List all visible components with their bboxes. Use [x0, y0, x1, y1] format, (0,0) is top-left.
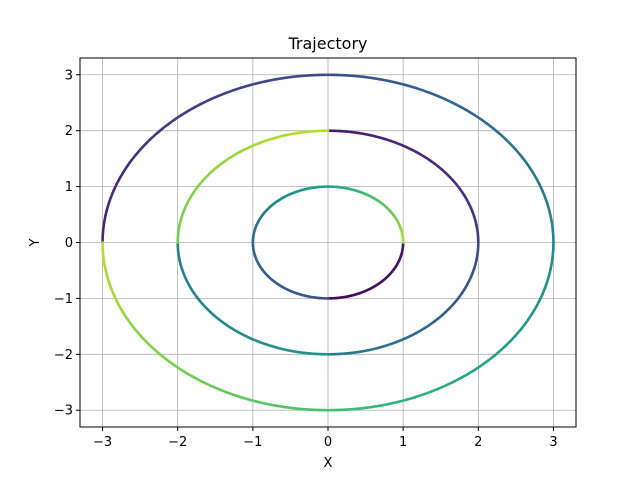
trajectory-segment — [354, 408, 363, 409]
trajectory-segment — [346, 75, 355, 76]
trajectory-segment — [284, 407, 293, 408]
grid — [80, 58, 576, 427]
trajectory-segment — [258, 81, 266, 83]
trajectory-segment — [389, 402, 397, 404]
trajectory-segment — [381, 79, 390, 81]
x-tick-label: 0 — [324, 435, 332, 450]
trajectory-segment — [275, 78, 284, 79]
y-axis-label: Y — [28, 238, 43, 247]
axis-ticks: −3 −2 −1 0 1 2 3 −3 −2 −1 0 1 2 3 — [54, 68, 558, 450]
trajectory-segment — [275, 406, 284, 407]
y-tick-label: 1 — [65, 180, 73, 195]
x-tick-label: −1 — [243, 435, 262, 450]
trajectory-segment — [346, 409, 355, 410]
y-tick-label: 3 — [65, 68, 73, 83]
trajectory-segment — [284, 77, 293, 78]
y-tick-label: 0 — [65, 236, 73, 251]
trajectory-segment — [354, 76, 363, 77]
trajectory-segment — [267, 404, 276, 406]
chart-title: Trajectory — [288, 34, 368, 53]
y-tick-label: 2 — [65, 124, 73, 139]
trajectory-segment — [302, 75, 311, 76]
trajectory-segment — [389, 81, 397, 83]
y-tick-label: −2 — [54, 348, 73, 363]
x-tick-label: −2 — [168, 435, 187, 450]
x-tick-label: −3 — [93, 435, 112, 450]
trajectory-segment — [381, 404, 390, 406]
trajectory-segment — [372, 78, 381, 79]
x-tick-label: 1 — [399, 435, 407, 450]
x-tick-label: 3 — [549, 435, 557, 450]
y-tick-label: −1 — [54, 292, 73, 307]
trajectory-segment — [302, 409, 311, 410]
y-tick-label: −3 — [54, 404, 73, 419]
trajectory-segment — [363, 77, 372, 78]
trajectory-segment — [363, 407, 372, 408]
trajectory-segment — [372, 406, 381, 407]
trajectory-segment — [293, 408, 302, 409]
x-tick-label: 2 — [474, 435, 482, 450]
trajectory-segment — [267, 79, 276, 81]
x-axis-label: X — [324, 456, 333, 471]
trajectory-segment — [258, 402, 266, 404]
trajectory-segment — [293, 76, 302, 77]
